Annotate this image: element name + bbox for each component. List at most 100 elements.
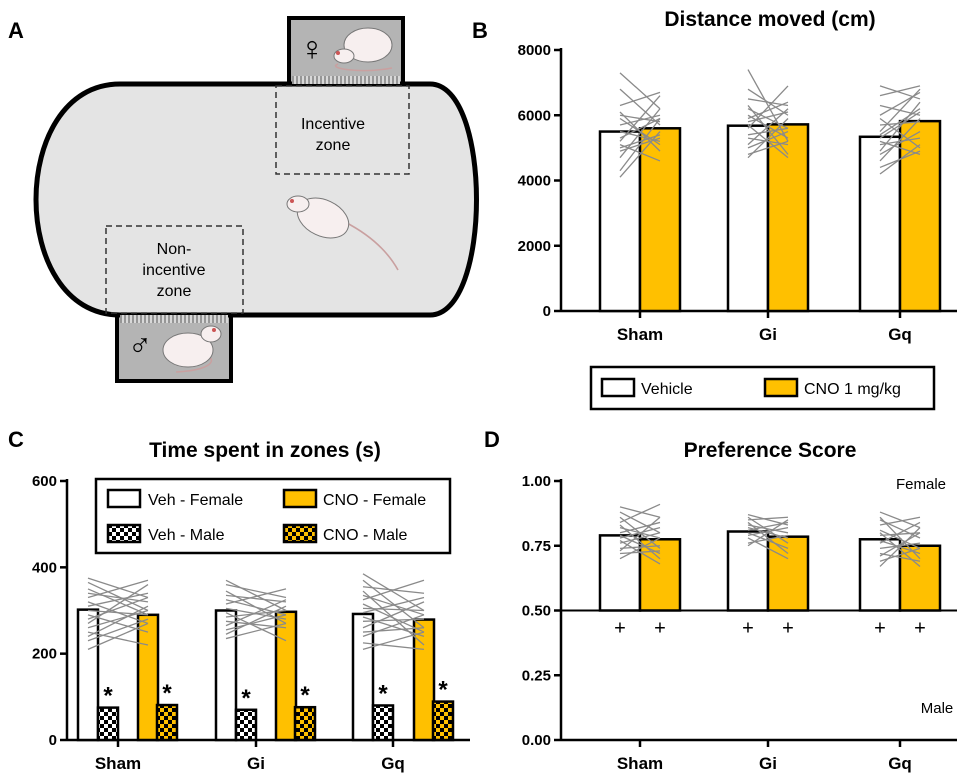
chart-c-individual-line-gi	[225, 620, 287, 629]
legend-veh-male-swatch	[106, 523, 142, 544]
chart-b-x-tick-label-sham: Sham	[617, 325, 663, 344]
chart-b-individual-line-gi	[747, 111, 789, 123]
chart-c-individual-line-gq	[362, 642, 425, 650]
chart-c-bar-cno-male-gq	[431, 700, 455, 742]
legend-cno-label: CNO 1 mg/kg	[804, 381, 901, 398]
chart-d-individual-line-gq	[879, 532, 921, 567]
chart-d-individual-line-gi	[747, 516, 789, 544]
legend-veh-male-label: Veh - Male	[148, 527, 225, 544]
chart-c-individual-line-sham	[87, 631, 149, 646]
chart-d-individual-line-gq	[879, 527, 921, 567]
panel-label-d: D	[484, 427, 500, 452]
chart-c-significance-veh-gi: *	[241, 685, 251, 712]
chart-c-individual-line-sham	[87, 605, 149, 637]
chart-d-individual-line-sham	[619, 550, 661, 555]
chart-c-individual-line-gi	[225, 583, 287, 599]
chart-d-individual-line-sham	[619, 503, 661, 524]
chart-b-individual-line-gi	[747, 118, 789, 159]
chart-c-individual-line-gq	[362, 607, 425, 612]
chart-d-y-tick-label: 0.75	[522, 538, 551, 555]
chart-c-bar-cno-male-sham	[155, 703, 179, 742]
chart-c-x-tick-label-sham: Sham	[95, 754, 141, 773]
chart-d-individual-line-gq	[879, 521, 921, 544]
chart-b-individual-line-sham	[619, 114, 661, 123]
chart-b-individual-line-sham	[619, 88, 661, 126]
chart-b-individual-line-gi	[747, 137, 789, 146]
chart-c-individual-line-gi	[225, 599, 287, 627]
chart-d-individual-line-sham	[619, 532, 661, 544]
chart-c-individual-line-gq	[362, 579, 425, 601]
chart-b-individual-line-gq	[879, 140, 921, 156]
chart-d-individual-line-gi	[747, 516, 789, 521]
panel-c: C Time spent in zones (s) 0 200 400 600 * * Sh…	[8, 427, 470, 773]
chart-d-individual-line-sham	[619, 545, 661, 549]
chart-d-individual-line-gi	[747, 532, 789, 549]
chart-b-y-tick-label: 4000	[518, 173, 551, 190]
chart-b-individual-line-sham	[619, 144, 661, 162]
chart-b-bar-vehicle-gi	[726, 124, 770, 313]
chart-c-bar-cno-female-sham	[136, 613, 160, 742]
chart-c-individual-line-sham	[87, 618, 149, 642]
chart-d-individual-line-gq	[879, 511, 921, 529]
chart-b-individual-line-gi	[747, 130, 789, 149]
chart-d-plus-veh-gi: +	[742, 618, 754, 640]
chart-c-individual-line-sham	[87, 609, 149, 616]
noninc-zone-label-2: incentive	[142, 262, 205, 279]
chart-b-title: Distance moved (cm)	[664, 8, 875, 31]
male-symbol-icon: ♂	[128, 327, 152, 363]
legend-cno-swatch	[763, 377, 799, 398]
chart-b-x-tick-label-gi: Gi	[759, 325, 777, 344]
chart-c-individual-line-gi	[225, 579, 287, 612]
chart-c-individual-line-sham	[87, 622, 149, 650]
chart-c-individual-line-gq	[362, 573, 425, 612]
chart-c-significance-veh-gq: *	[378, 680, 388, 707]
chart-c-individual-line-gi	[225, 605, 287, 635]
panel-b: B Distance moved (cm) 0 2000 4000 6000 8000 S…	[472, 8, 957, 411]
chart-d-individual-line-sham	[619, 534, 661, 555]
chart-d-individual-line-sham	[619, 526, 661, 539]
legend-veh-female-swatch	[106, 488, 142, 509]
legend-cno-male-swatch	[282, 523, 318, 544]
male-grate	[120, 315, 228, 323]
chart-c-bar-cno-female-gi	[274, 610, 298, 742]
chart-b-individual-line-gq	[879, 117, 921, 149]
chart-b-bar-cno-gi	[766, 123, 810, 313]
chart-c-title: Time spent in zones (s)	[149, 439, 381, 462]
panel-label-a: A	[8, 18, 24, 43]
chart-d-individual-line-gi	[747, 519, 789, 547]
chart-d-plus-cno-gq: +	[914, 618, 926, 640]
chart-b-individual-line-sham	[619, 72, 661, 110]
male-rat-icon	[162, 325, 222, 373]
chart-c-individual-line-gi	[225, 594, 287, 603]
arena	[33, 81, 479, 318]
chart-c-individual-line-gq	[362, 596, 425, 614]
chart-d-plus-veh-sham: +	[614, 618, 626, 640]
chart-d-individual-line-gq	[879, 542, 921, 549]
chart-d-individual-line-gq	[879, 552, 921, 562]
chart-d-x-tick-label-gq: Gq	[888, 754, 912, 773]
chart-c-y-tick-label: 600	[32, 473, 57, 490]
panel-label-c: C	[8, 427, 24, 452]
legend-cno-male-label: CNO - Male	[323, 527, 408, 544]
chart-b-individual-line-gi	[747, 105, 789, 155]
chart-d-individual-line-gq	[879, 532, 921, 557]
chart-b-y-tick-label: 6000	[518, 107, 551, 124]
chart-c-y-tick-label: 0	[49, 732, 57, 749]
chart-c-individual-line-sham	[87, 577, 149, 599]
chart-b-y-tick-label: 2000	[518, 238, 551, 255]
chart-d-individual-line-sham	[619, 506, 661, 518]
chart-d-y-tick-label: 0.00	[522, 732, 551, 749]
legend-cno-female-label: CNO - Female	[323, 492, 426, 509]
chart-c-legend-box	[94, 477, 452, 555]
chart-b-bar-cno-gq	[898, 119, 942, 313]
chart-c-significance-cno-gi: *	[300, 682, 310, 709]
chart-c-bar-veh-male-sham	[96, 706, 120, 742]
chart-c-individual-line-sham	[87, 581, 149, 612]
chart-d-y-tick-label: 1.00	[522, 473, 551, 490]
chart-c-individual-line-gi	[225, 612, 287, 642]
chart-d-individual-line-gq	[879, 516, 921, 526]
chart-d-individual-line-sham	[619, 521, 661, 534]
chart-c-x-tick-label-gi: Gi	[247, 754, 265, 773]
chart-b-individual-line-sham	[619, 91, 661, 107]
